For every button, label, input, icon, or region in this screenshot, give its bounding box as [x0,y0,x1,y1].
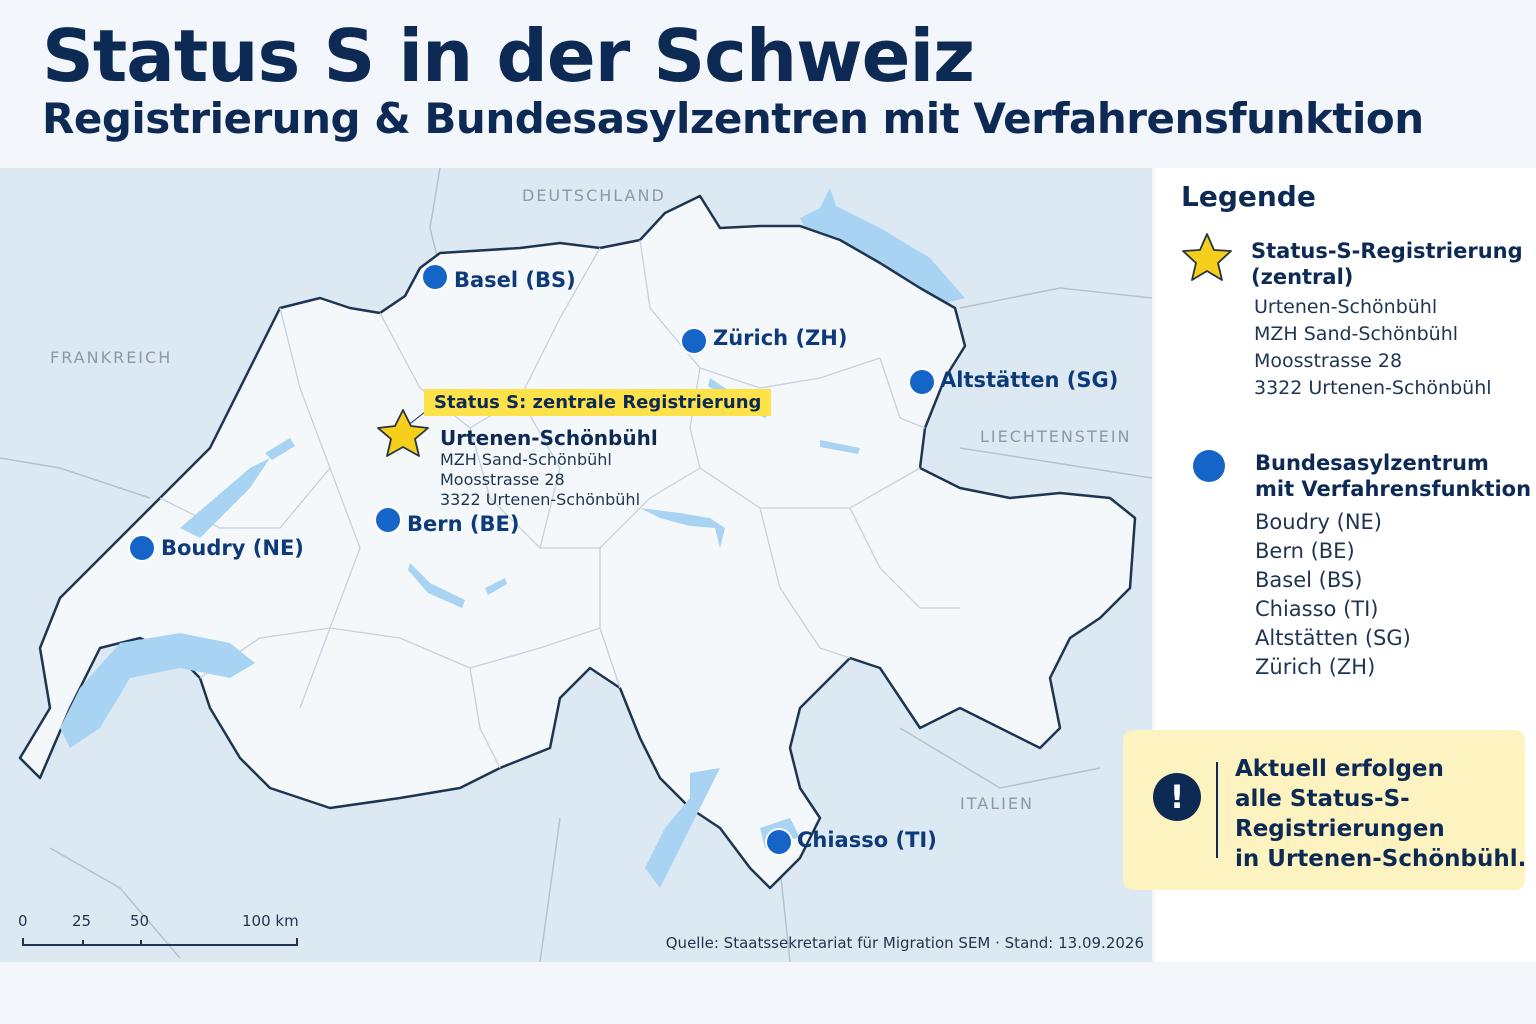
legend-dot-icon [1193,450,1225,482]
source-note: Quelle: Staatssekretariat für Migration … [665,934,1144,952]
page-subtitle: Registrierung & Bundesasylzentren mit Ve… [42,94,1424,143]
city-label-zuerich: Zürich (ZH) [713,326,848,350]
lake-biel [265,438,295,460]
lake-leman [60,633,255,748]
scale-tick-label: 25 [72,912,92,930]
lake-neuchatel [180,458,270,538]
country-label-deutschland: DEUTSCHLAND [522,186,666,205]
lake-maggiore [645,768,720,888]
neighbour-border [959,447,1152,479]
marker-chiasso[interactable] [767,830,791,854]
legend-star-icon [1182,233,1232,281]
scale-tick-label: 100 km [242,912,299,930]
legend-registration-heading: Status-S-Registrierung (zentral) [1251,239,1523,289]
marker-bern[interactable] [376,508,400,532]
scale-tick-label: 0 [18,912,28,930]
legend-centre-item: Basel (BS) [1255,568,1363,592]
lake-bodensee [820,188,840,218]
city-label-boudry: Boudry (NE) [161,536,304,560]
legend-registration-line: MZH Sand-Schönbühl [1254,323,1459,345]
neighbour-border [959,287,1152,309]
registration-address-line: 3322 Urtenen-Schönbühl [440,490,641,509]
switzerland-outline [18,194,1137,890]
legend-registration-line: Moosstrasse 28 [1254,350,1403,372]
city-label-altstaetten: Altstätten (SG) [940,368,1119,392]
neighbour-border [49,847,181,959]
lake-thun-brienz [485,578,507,595]
registration-address-line: Moosstrasse 28 [440,470,565,489]
legend-centres-list: Boudry (NE) Bern (BE) Basel (BS) Chiasso… [1255,508,1411,682]
country-label-italien: ITALIEN [960,794,1034,813]
legend-centre-item: Bern (BE) [1255,539,1355,563]
legend-registration-list: Urtenen-Schönbühl MZH Sand-Schönbühl Moo… [1254,294,1492,402]
note-divider [1216,762,1218,858]
lake-lucerne [640,508,725,548]
city-label-chiasso: Chiasso (TI) [797,828,937,852]
neighbour-border [539,817,561,962]
city-label-bern: Bern (BE) [407,512,520,536]
map-canvas [0,168,1152,962]
legend-centre-item: Chiasso (TI) [1255,597,1379,621]
city-label-basel: Basel (BS) [454,268,576,292]
exclamation-icon: ! [1153,773,1201,821]
scale-tick [140,940,142,946]
legend-registration-line: Urtenen-Schönbühl [1254,296,1438,318]
legend-centres-heading: Bundesasylzentrum mit Verfahrensfunktion [1255,451,1532,501]
legend-centre-item: Zürich (ZH) [1255,655,1376,679]
marker-altstaetten[interactable] [910,370,934,394]
legend-centre-item: Altstätten (SG) [1255,626,1411,650]
legend-centre-item: Boudry (NE) [1255,510,1382,534]
scale-line [22,938,298,946]
neighbour-border [899,727,1101,789]
lake-bodensee [800,203,965,303]
map-area[interactable]: DEUTSCHLAND FRANKREICH LIECHTENSTEIN ITA… [0,168,1152,962]
legend-title: Legende [1181,180,1316,213]
scale-tick-label: 50 [130,912,150,930]
neighbour-border [779,867,791,962]
lake-thun-brienz [408,563,465,608]
info-note: ! Aktuell erfolgen alle Status-S- Regist… [1123,730,1527,890]
neighbour-border [0,457,151,499]
marker-boudry[interactable] [130,536,154,560]
country-label-frankreich: FRANKREICH [50,348,173,367]
marker-basel[interactable] [423,265,447,289]
scale-tick [82,940,84,946]
registration-place: Urtenen-Schönbühl [440,426,658,450]
country-label-liechtenstein: LIECHTENSTEIN [980,427,1132,446]
page-title: Status S in der Schweiz [42,14,975,98]
registration-callout: Urtenen-Schönbühl MZH Sand-Schönbühl Moo… [440,426,658,510]
legend-registration-line: 3322 Urtenen-Schönbühl [1254,377,1492,399]
lake-walensee [820,440,860,454]
registration-address-line: MZH Sand-Schönbühl [440,450,612,469]
marker-zuerich[interactable] [682,329,706,353]
note-text: Aktuell erfolgen alle Status-S- Registri… [1235,756,1527,872]
registration-callout-tag: Status S: zentrale Registrierung [424,389,772,416]
registration-star-icon [377,409,429,457]
